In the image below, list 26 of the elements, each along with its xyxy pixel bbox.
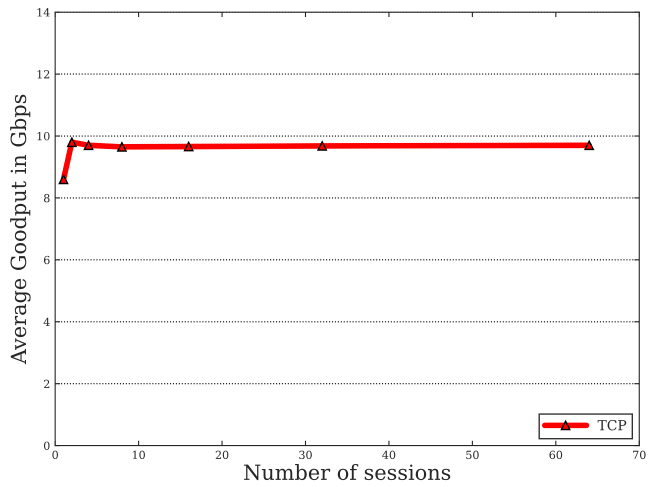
x-tick-label: 40 — [382, 450, 396, 460]
y-tick-label: 4 — [44, 318, 50, 326]
x-axis-title: Number of sessions — [244, 464, 450, 480]
point — [184, 142, 194, 152]
point — [58, 174, 68, 184]
x-tick-label: 60 — [549, 450, 562, 460]
x-tick-label: 20 — [216, 450, 228, 460]
y-tick-label: 6 — [44, 256, 50, 264]
x-tick-label: 50 — [466, 450, 479, 460]
y-tick-label: 14 — [38, 8, 50, 16]
point — [584, 140, 594, 150]
point — [84, 140, 94, 150]
x-tick-label: 10 — [132, 450, 145, 460]
y-tick-label: 12 — [38, 70, 50, 78]
y-tick-label: 0 — [44, 442, 50, 450]
x-tick-label: 70 — [633, 450, 646, 460]
point — [66, 137, 77, 148]
y-tick-label: 2 — [44, 380, 50, 388]
legend-label: TCP — [598, 420, 626, 430]
y-tick-label: 10 — [38, 132, 50, 140]
y-tick-label: 8 — [44, 194, 50, 202]
y-axis-title: Average Goodput in Gbps — [10, 94, 31, 364]
point — [117, 142, 127, 152]
point — [317, 141, 328, 151]
x-tick-label: 30 — [299, 450, 312, 460]
x-tick-label: 0 — [52, 450, 58, 460]
